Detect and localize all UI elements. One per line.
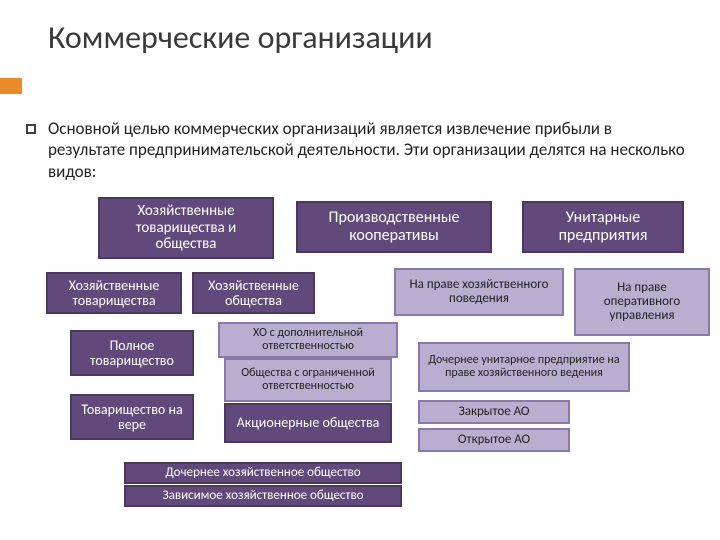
node-n7: На праве оперативного управления bbox=[574, 268, 710, 336]
node-n3: Унитарные предприятия bbox=[522, 201, 684, 253]
node-n6: На праве хозяйственного поведения bbox=[394, 268, 564, 316]
node-n15: Открытое АО bbox=[418, 428, 570, 452]
node-n13: Дочернее унитарное предприятие на праве … bbox=[418, 342, 630, 392]
node-n4: Хозяйственные товарищества bbox=[46, 272, 182, 314]
node-n2: Производственные кооперативы bbox=[296, 201, 492, 253]
node-n16: Дочернее хозяйственное общество bbox=[124, 462, 402, 484]
node-n8: Полное товарищество bbox=[70, 330, 194, 376]
node-n9: Товарищество на вере bbox=[70, 394, 194, 440]
intro-text: Основной целью коммерческих организаций … bbox=[48, 118, 692, 182]
node-n14: Закрытое АО bbox=[418, 400, 570, 424]
node-n11: Общества с ограниченной ответственностью bbox=[224, 358, 392, 402]
node-n12: Акционерные общества bbox=[224, 403, 392, 443]
node-n10: ХО с дополнительной ответственностью bbox=[218, 322, 398, 358]
page-title: Коммерческие организации bbox=[48, 18, 433, 57]
node-n5: Хозяйственные общества bbox=[192, 272, 315, 314]
node-n17: Зависимое хозяйственное общество bbox=[124, 485, 402, 507]
bullet-icon bbox=[26, 124, 36, 134]
node-n1: Хозяйственные товарищества и общества bbox=[98, 197, 274, 259]
accent-bar bbox=[0, 78, 22, 94]
